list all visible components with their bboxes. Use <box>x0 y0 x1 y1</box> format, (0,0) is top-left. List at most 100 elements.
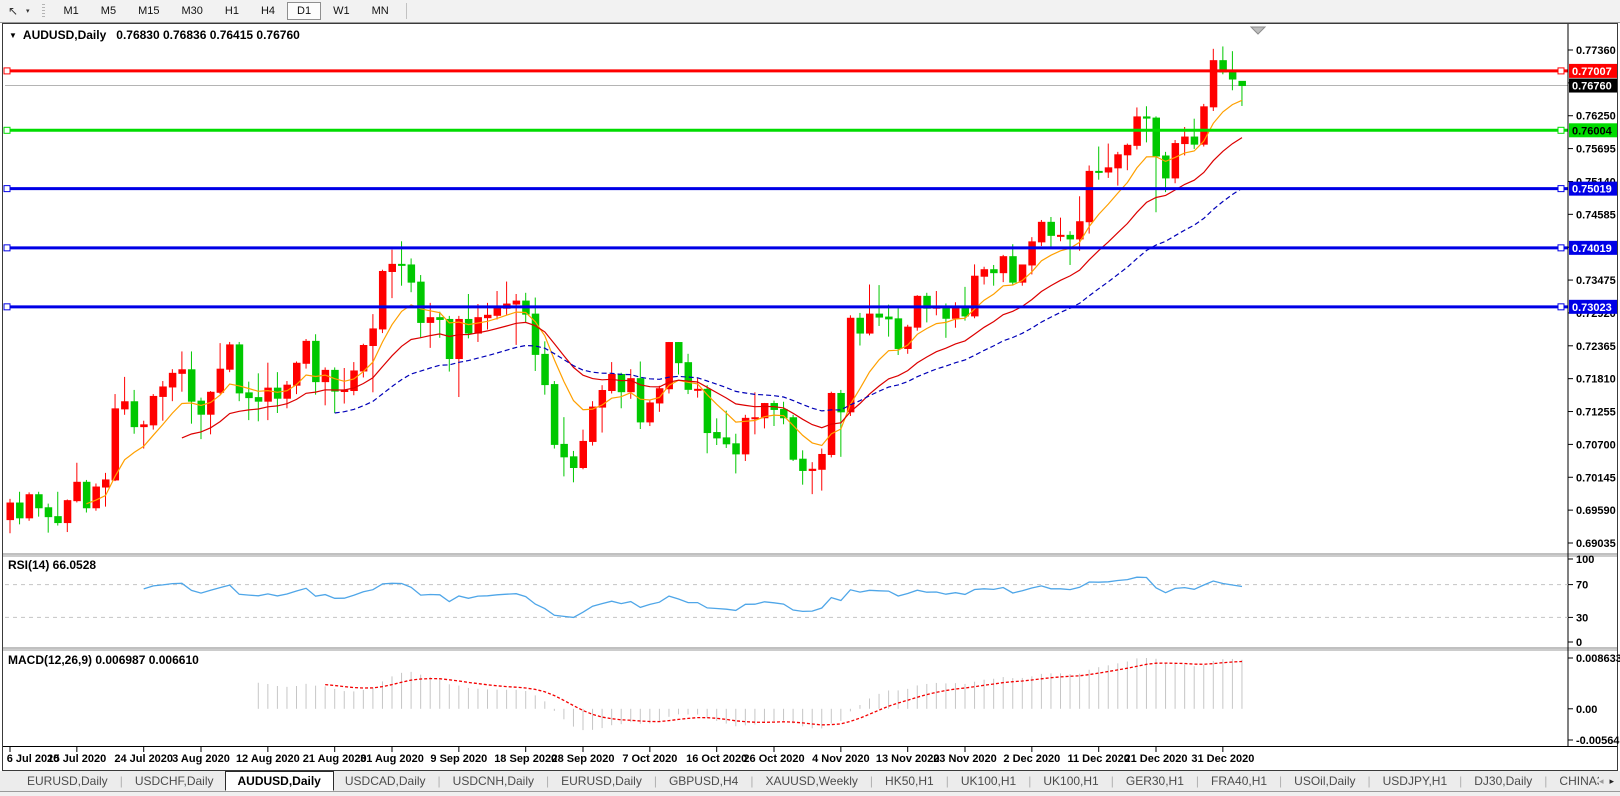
candle-body <box>1114 154 1122 169</box>
candle-body <box>846 317 855 413</box>
chart-shift-marker-icon[interactable] <box>1249 26 1267 35</box>
timeframe-button-M1[interactable]: M1 <box>63 5 79 17</box>
candle-body <box>474 317 482 334</box>
hline-0.77007[interactable] <box>3 67 1568 75</box>
hline-price-badge[interactable]: 0.76004 <box>1569 123 1617 138</box>
symbol-dropdown-icon[interactable]: ▼ <box>9 31 17 40</box>
time-tick-label: 21 Aug 2020 <box>303 753 367 765</box>
symbol-tab-fra40-h1[interactable]: FRA40,H1 <box>1211 774 1268 788</box>
timeframe-button-MN[interactable]: MN <box>371 5 389 17</box>
hline-anchor-right[interactable] <box>1557 185 1565 193</box>
hline-0.73023[interactable] <box>3 303 1568 311</box>
tab-scroll-left-icon[interactable]: ◂ <box>1598 775 1604 786</box>
timeframe-button-M15[interactable]: M15 <box>138 5 160 17</box>
candle-body <box>493 307 502 316</box>
hline-price-badge[interactable]: 0.75019 <box>1569 181 1617 196</box>
price-tick-label: 0.71255 <box>1576 407 1616 419</box>
symbol-tab-usoil-daily[interactable]: USOil,Daily <box>1294 774 1356 788</box>
hline-price-badge-bg <box>1569 240 1617 255</box>
toolbar-grip-handle[interactable] <box>41 4 45 18</box>
tab-scroll-right-icon[interactable]: ▸ <box>1609 775 1614 786</box>
candle-body <box>799 458 807 471</box>
candle-body <box>159 386 167 397</box>
candles-group <box>6 46 1246 534</box>
candle-body <box>407 264 416 283</box>
price-tick-label: 0.69590 <box>1576 505 1616 517</box>
symbol-tab-usdjpy-h1[interactable]: USDJPY,H1 <box>1382 774 1448 788</box>
hline-anchor-right[interactable] <box>1557 244 1565 252</box>
chart-window-frame <box>2 23 1618 771</box>
candle-body <box>25 494 34 519</box>
candle-body <box>760 403 769 419</box>
candle-body <box>369 328 377 347</box>
symbol-tab-uk100-h1[interactable]: UK100,H1 <box>960 774 1017 788</box>
symbol-tab-usdcad-daily[interactable]: USDCAD,Daily <box>344 774 426 788</box>
symbol-tab-usdcnh-daily[interactable]: USDCNH,Daily <box>452 774 535 788</box>
symbol-tab-xauusd-weekly[interactable]: XAUUSD,Weekly <box>765 774 858 788</box>
candle-body <box>197 400 205 415</box>
timeframe-button-M30[interactable]: M30 <box>181 5 203 17</box>
candle-body <box>598 390 607 408</box>
symbol-tab-bar: EURUSD,Daily | USDCHF,Daily AUDUSD,Daily USD… <box>0 771 1620 792</box>
candle-body <box>703 388 712 434</box>
timeframe-button-H4[interactable]: H4 <box>260 5 276 17</box>
symbol-tab-audusd-daily[interactable]: AUDUSD,Daily <box>224 771 334 791</box>
timeframe-button-D1[interactable]: D1 <box>287 2 322 20</box>
hline-price-badge-bg <box>1569 63 1617 78</box>
hline-anchor-left[interactable] <box>3 126 11 134</box>
price-tick-label: 0.71810 <box>1576 374 1616 386</box>
cursor-tool-caret-icon[interactable]: ▾ <box>26 8 30 15</box>
candle-body <box>1200 106 1208 145</box>
time-tick-label: 31 Dec 2020 <box>1191 753 1254 765</box>
candle-body <box>254 397 263 402</box>
hline-price-badge[interactable]: 0.73023 <box>1569 299 1617 314</box>
candle-body <box>875 313 884 318</box>
candle-body <box>378 270 387 330</box>
hline-anchor-left[interactable] <box>3 67 11 75</box>
current-price-badge[interactable]: 0.76760 <box>1569 78 1617 93</box>
candle-body <box>1162 155 1170 179</box>
candle-body <box>226 344 234 370</box>
hline-0.75019[interactable] <box>3 185 1568 193</box>
hline-anchor-right[interactable] <box>1557 303 1565 311</box>
hline-anchor-right[interactable] <box>1557 67 1565 75</box>
timeframe-button-W1[interactable]: W1 <box>333 5 350 17</box>
cursor-tool-icon[interactable]: ↖ <box>7 4 19 18</box>
tab-separator: | <box>546 774 550 788</box>
symbol-tab-eurusd-daily[interactable]: EURUSD,Daily <box>27 774 108 788</box>
hline-0.74019[interactable] <box>3 244 1568 252</box>
candle-body <box>1009 256 1017 283</box>
timeframe-button-H1[interactable]: H1 <box>224 5 239 17</box>
hline-anchor-left[interactable] <box>3 303 11 311</box>
candle-body <box>971 275 979 317</box>
hline-anchor-right[interactable] <box>1557 126 1565 134</box>
candle-body <box>111 408 120 481</box>
timeframe-button-M5[interactable]: M5 <box>100 5 117 17</box>
symbol-tab-ger30-h1[interactable]: GER30,H1 <box>1125 774 1184 788</box>
candle-body <box>312 340 320 383</box>
symbol-tab-gbpusd-h4[interactable]: GBPUSD,H4 <box>668 774 739 788</box>
candle-body <box>1152 117 1160 157</box>
candle-body <box>732 443 740 455</box>
candle-body <box>751 417 759 420</box>
hline-price-badge[interactable]: 0.74019 <box>1569 240 1617 255</box>
candle-body <box>541 353 549 386</box>
candle-body <box>293 362 301 386</box>
symbol-tab-usdchf-daily[interactable]: USDCHF,Daily <box>134 774 214 788</box>
candle-body <box>1076 221 1084 240</box>
price-tick-label: 0.72365 <box>1576 341 1616 353</box>
hline-anchor-left[interactable] <box>3 244 11 252</box>
symbol-tab-uk100-h1[interactable]: UK100,H1 <box>1043 774 1099 788</box>
candle-body <box>866 313 874 334</box>
symbol-tab-hk50-h1[interactable]: HK50,H1 <box>885 774 934 788</box>
price-tick-label: 0.77360 <box>1576 45 1616 57</box>
symbol-tab-eurusd-daily[interactable]: EURUSD,Daily <box>561 774 642 788</box>
symbol-tab-dj30-daily[interactable]: DJ30,Daily <box>1474 774 1533 788</box>
time-tick-label: 26 Oct 2020 <box>743 753 804 765</box>
hline-0.76004[interactable] <box>3 126 1568 134</box>
candle-body <box>646 402 654 423</box>
hline-price-badge[interactable]: 0.77007 <box>1569 63 1617 78</box>
symbol-tab-china300-h1[interactable]: CHINA300,H1 <box>1559 774 1599 788</box>
hline-anchor-left[interactable] <box>3 185 11 193</box>
